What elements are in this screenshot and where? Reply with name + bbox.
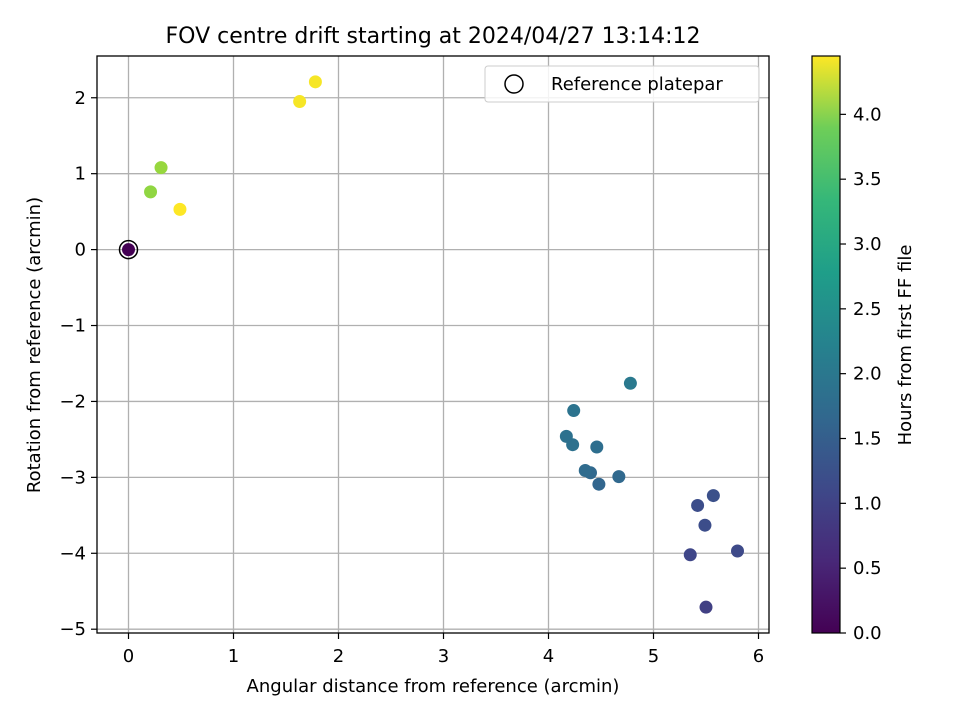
data-point [592,477,606,491]
y-tick-label: −3 [59,467,86,488]
x-tick-label: 5 [648,646,659,667]
legend: Reference platepar [484,65,760,103]
data-point [698,518,712,532]
y-tick-label: 2 [75,88,86,109]
colorbar-tick-label: 0.5 [853,558,882,579]
data-point [623,376,637,390]
colorbar-tick-label: 1.5 [853,429,882,450]
data-point [731,544,744,558]
colorbar-tick-label: 2.5 [853,299,882,320]
data-point [578,464,592,478]
data-point [699,600,713,614]
colorbar [811,55,841,634]
y-axis-ticks: −5 −4 −3 −2 −1 0 1 2 [59,88,97,640]
x-axis-label: Angular distance from reference (arcmin) [247,676,620,697]
data-point [590,440,604,454]
x-axis-ticks: 0 1 2 3 4 5 6 [123,633,764,667]
colorbar-tick-label: 4.0 [853,104,882,125]
legend-marker-icon [504,74,524,94]
legend-label: Reference platepar [551,74,723,95]
x-tick-label: 3 [438,646,449,667]
data-point [683,548,697,562]
x-tick-label: 4 [543,646,554,667]
colorbar-tick-label: 3.5 [853,169,882,190]
grid-lines [97,56,769,633]
colorbar-tick-label: 2.0 [853,364,882,385]
data-point [567,404,581,418]
data-point [691,498,705,512]
legend-box [484,65,760,103]
y-axis-label: Rotation from reference (arcmin) [24,197,45,493]
data-point [173,202,187,216]
y-tick-label: −5 [59,619,86,640]
data-point [144,185,158,199]
colorbar-tick-label: 1.0 [853,493,882,514]
reference-point-marker [118,239,139,260]
y-tick-label: 1 [75,164,86,185]
x-tick-label: 2 [333,646,344,667]
data-point [154,161,168,175]
y-tick-label: 0 [75,240,86,261]
x-tick-label: 6 [753,646,764,667]
chart-title: FOV centre drift starting at 2024/04/27 … [166,24,701,49]
data-points [118,75,744,614]
x-tick-label: 0 [123,646,134,667]
x-tick-label: 1 [228,646,239,667]
y-tick-label: −4 [59,543,86,564]
plot-frame [96,55,770,634]
colorbar-tick-label: 0.0 [853,623,882,644]
data-point [122,243,135,257]
data-point [706,489,720,503]
data-point [612,470,626,484]
colorbar-label: Hours from first FF file [895,245,916,446]
y-tick-label: −2 [59,391,86,412]
colorbar-tick-label: 3.0 [853,234,882,255]
data-point [308,75,322,89]
colorbar-ticks: 0.0 0.5 1.0 1.5 2.0 2.5 3.0 3.5 4.0 [840,104,882,644]
data-point [293,95,307,109]
data-point [559,429,573,443]
y-tick-label: −1 [59,316,86,337]
